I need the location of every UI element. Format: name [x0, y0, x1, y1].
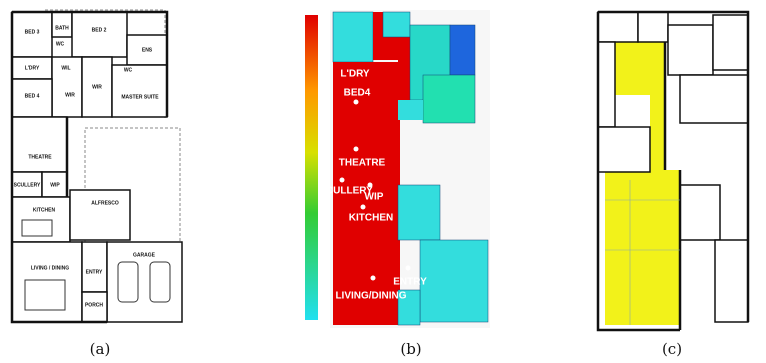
room-label: BED4: [344, 88, 371, 99]
room-label: LIVING/DINING: [335, 291, 406, 302]
room-label: MASTER SUITE: [121, 94, 159, 100]
room-label: ENS: [142, 47, 153, 53]
room-label: WC: [124, 67, 133, 73]
room-label: BED 3: [25, 29, 40, 35]
room-label: THEATRE: [339, 158, 386, 169]
room-label: WIP: [50, 182, 60, 188]
room-label: WIR: [92, 84, 102, 90]
room-label: ENTRY: [393, 277, 427, 288]
heatmap: L'DRY BED4 THEATRE SCULLERY WIP KITCHEN …: [305, 10, 490, 328]
room-label: BATH: [55, 25, 69, 31]
room-label: THEATRE: [28, 154, 52, 160]
room-label: PORCH: [85, 302, 103, 308]
room-label: WIR: [65, 92, 75, 98]
room-label: SCULLERY: [14, 182, 41, 188]
room-label: KITCHEN: [33, 207, 56, 213]
room-label: GARAGE: [133, 252, 156, 258]
room-label: KITCHEN: [349, 213, 393, 224]
room-label: WC: [56, 41, 65, 47]
figure: BED 3 BATH BED 2 WC ENS L'DRY WIL WC BED…: [0, 0, 766, 363]
room-label: WIL: [61, 65, 70, 71]
room-label: L'DRY: [25, 65, 40, 71]
caption: (a): [90, 340, 111, 358]
caption: (c): [662, 340, 682, 358]
floor-plan: BED 3 BATH BED 2 WC ENS L'DRY WIL WC BED…: [12, 10, 182, 322]
room-label: L'DRY: [340, 69, 370, 80]
room-label: BED 2: [92, 27, 107, 33]
room-label: LIVING / DINING: [31, 265, 69, 271]
room-label: ENTRY: [86, 269, 103, 275]
room-label: ALFRESCO: [91, 200, 119, 206]
room-label: BED 4: [25, 93, 40, 99]
room-label: WIP: [365, 192, 384, 203]
caption: (b): [400, 340, 421, 358]
overlay-plan: [598, 12, 748, 330]
